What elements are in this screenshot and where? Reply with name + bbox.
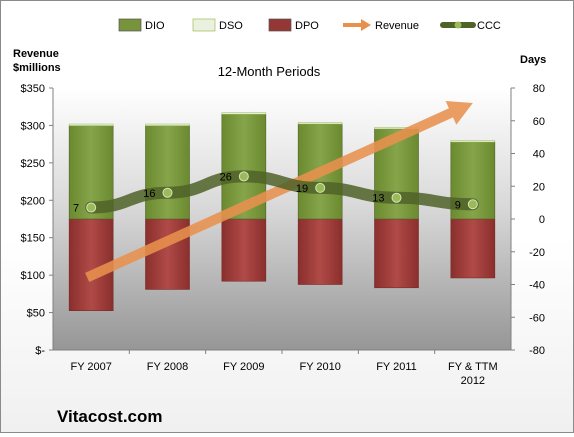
- left-axis-tick-label: $350: [21, 83, 45, 95]
- x-axis-tick-label: FY 2007: [70, 361, 111, 373]
- dso-bar: [145, 123, 190, 126]
- x-axis-tick-label: 2012: [461, 375, 485, 387]
- axes: $- $50 $100 $150 $200 $250 $300 $350 -80 -60 -40 -2…: [21, 83, 545, 387]
- dio-bar: [145, 125, 190, 220]
- legend-swatch-dpo: [268, 18, 292, 32]
- ccc-data-label: 26: [220, 171, 232, 183]
- ccc-point: [86, 202, 97, 213]
- left-axis-tick-label: $200: [21, 195, 45, 207]
- dpo-bar: [450, 218, 496, 279]
- ccc-point: [238, 171, 249, 182]
- revenue-arrow: [85, 101, 473, 282]
- right-axis-tick-label: 40: [533, 149, 545, 161]
- right-axis-tick-label: -80: [529, 345, 545, 357]
- legend-marker-ccc: [454, 21, 462, 29]
- x-axis-tick-label: FY & TTM: [448, 361, 498, 373]
- chart-title: 12-Month Periods: [218, 64, 321, 79]
- legend: DIO DSO DPO Revenue CCC: [118, 18, 501, 32]
- left-axis-tick-label: $100: [21, 270, 45, 282]
- legend-label-dpo: DPO: [295, 20, 319, 32]
- dpo-bar: [221, 218, 267, 282]
- ccc-data-label: 19: [296, 183, 308, 195]
- left-axis-tick-label: $150: [21, 233, 45, 245]
- lines: 7 16 26 19 13 9: [73, 101, 479, 282]
- x-axis-tick-label: FY 2009: [223, 361, 264, 373]
- left-axis-title-line-2: $millions: [13, 62, 61, 74]
- left-axis-tick-label: $-: [35, 345, 45, 357]
- x-axis-tick-label: FY 2011: [376, 361, 417, 373]
- ccc-line: [85, 170, 479, 214]
- legend-label-revenue: Revenue: [375, 20, 419, 32]
- legend-label-ccc: CCC: [477, 20, 501, 32]
- right-axis-tick-label: 60: [533, 116, 545, 128]
- right-axis-tick-label: 80: [533, 83, 545, 95]
- legend-label-dso: DSO: [219, 20, 243, 32]
- ccc-point: [391, 192, 402, 203]
- legend-swatch-revenue: [343, 19, 371, 31]
- legend-swatch-dso: [192, 18, 216, 32]
- ccc-point: [467, 199, 478, 210]
- dso-bar: [450, 140, 496, 143]
- right-axis-tick-label: -20: [529, 247, 545, 259]
- right-axis-tick-label: 20: [533, 181, 545, 193]
- ccc-data-label: 7: [73, 203, 79, 215]
- left-axis-tick-label: $50: [27, 308, 45, 320]
- plot-area: [53, 88, 511, 350]
- right-axis-tick-label: -60: [529, 312, 545, 324]
- right-axis-title: Days: [520, 54, 546, 66]
- legend-swatch-dio: [118, 18, 142, 32]
- ccc-data-label: 16: [143, 188, 155, 200]
- right-axis-tick-label: 0: [539, 214, 545, 226]
- left-axis-tick-label: $250: [21, 158, 45, 170]
- dpo-bar: [297, 218, 343, 285]
- ccc-data-label: 9: [455, 199, 461, 211]
- x-axis-tick-label: FY 2010: [299, 361, 340, 373]
- footer-brand: Vitacost.com: [57, 407, 163, 426]
- ccc-point: [315, 182, 326, 193]
- x-axis-tick-label: FY 2008: [147, 361, 188, 373]
- ccc-point: [162, 187, 173, 198]
- left-axis-title-line-1: Revenue: [13, 48, 59, 60]
- right-axis-tick-label: -40: [529, 280, 545, 292]
- legend-label-dio: DIO: [145, 20, 165, 32]
- dso-bar: [68, 123, 114, 126]
- ccc-data-label: 13: [372, 193, 384, 205]
- left-axis-title: Revenue $millions: [13, 48, 62, 74]
- dso-bar: [221, 112, 267, 115]
- dpo-bar: [374, 218, 419, 289]
- dso-bar: [297, 122, 343, 125]
- left-axis-tick-label: $300: [21, 120, 45, 132]
